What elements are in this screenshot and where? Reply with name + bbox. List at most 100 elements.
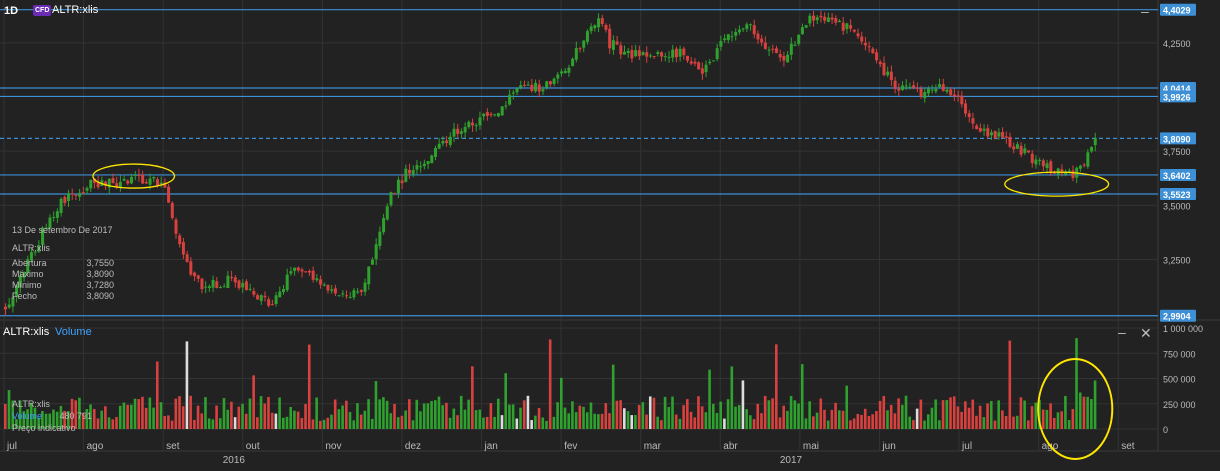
volume-bar <box>130 404 133 429</box>
month-tick-label: mar <box>644 441 662 452</box>
candle-body <box>563 70 567 74</box>
candle-body <box>600 18 604 25</box>
volume-bar <box>852 418 856 429</box>
volume-bar <box>137 399 141 429</box>
month-tick-label: ago <box>87 441 104 452</box>
candle-body <box>637 50 641 57</box>
price-panel-minimize-icon[interactable]: – <box>1141 3 1149 19</box>
candle-body <box>956 95 960 97</box>
candle-body <box>1045 163 1049 169</box>
volume-bar <box>304 403 307 429</box>
volume-bar <box>1004 416 1008 429</box>
volume-info-row: Volume 480 791 <box>12 410 92 422</box>
volume-bar <box>15 419 18 429</box>
volume-info-value: 480 791 <box>59 411 92 421</box>
volume-bar <box>674 414 678 429</box>
candle-body <box>378 231 382 246</box>
candle-body <box>1082 164 1086 166</box>
volume-bar <box>385 400 389 429</box>
candle-body <box>982 128 986 131</box>
volume-bar <box>1015 415 1019 429</box>
candle-body <box>137 174 141 176</box>
candle-body <box>252 291 256 295</box>
candle-body <box>938 84 942 88</box>
candle-body <box>352 290 356 298</box>
candle-body <box>912 85 916 88</box>
month-tick-label: dez <box>405 441 421 452</box>
candle-body <box>204 286 208 288</box>
volume-bar <box>860 414 863 429</box>
volume-bar <box>949 397 952 429</box>
volume-panel-minimize-icon[interactable]: – <box>1118 324 1126 340</box>
volume-bar <box>749 415 752 429</box>
candle-body <box>48 217 52 228</box>
candle-body <box>122 179 126 181</box>
volume-bar <box>489 403 493 429</box>
volume-bar <box>767 400 771 429</box>
volume-bar <box>730 366 734 429</box>
candle-body <box>1012 146 1016 150</box>
volume-bar <box>534 415 537 429</box>
volume-bar <box>745 409 748 429</box>
volume-bar <box>411 420 415 429</box>
volume-panel-title[interactable]: Volume <box>55 326 92 338</box>
candle-body <box>504 105 508 107</box>
candle-body <box>259 295 263 301</box>
volume-bar <box>678 418 682 429</box>
volume-bar <box>322 419 326 429</box>
candle-body <box>838 20 841 23</box>
candle-body <box>1008 136 1012 147</box>
volume-bar <box>367 399 370 429</box>
candle-body <box>930 89 934 91</box>
candle-body <box>370 259 374 265</box>
timeframe-label[interactable]: 1D <box>4 5 19 17</box>
volume-bar <box>230 401 233 429</box>
volume-panel-close-icon[interactable]: ✕ <box>1140 325 1152 341</box>
volume-bar <box>282 417 285 429</box>
candle-body <box>126 180 130 184</box>
volume-bar <box>500 415 504 429</box>
volume-bar <box>29 402 33 429</box>
volume-bar <box>315 397 318 429</box>
candle-body <box>522 84 526 86</box>
volume-bar <box>515 418 519 429</box>
axes[interactable]: jul ago set out nov dez jan fev mar abr mai jun jul a… <box>6 3 1203 466</box>
volume-bar <box>578 405 582 429</box>
candle-body <box>18 275 22 288</box>
candle-body <box>945 89 949 92</box>
volume-bar <box>952 396 956 429</box>
volume-bar <box>522 400 526 429</box>
month-tick-label: jun <box>881 441 895 452</box>
volume-bar <box>1056 412 1060 429</box>
volume-bar <box>107 417 111 429</box>
volume-bar <box>1060 411 1063 429</box>
volume-bar <box>122 402 126 429</box>
info-value: 3,8090 <box>86 291 114 301</box>
candle-body <box>163 182 167 188</box>
volume-bar <box>819 398 823 429</box>
symbol-title[interactable]: ALTR:xlis <box>52 4 99 16</box>
volume-bar <box>623 408 626 429</box>
candle-body <box>648 55 652 57</box>
candle-body <box>496 113 500 117</box>
candle-body <box>396 179 400 194</box>
volume-info-symbol: ALTR:xlis <box>12 399 50 409</box>
candle-body <box>408 169 412 174</box>
candle-body <box>660 52 664 57</box>
price-level-label: 4,0414 <box>1163 84 1191 94</box>
volume-bar <box>348 412 352 429</box>
annotations <box>92 163 1114 460</box>
volume-bar <box>218 418 222 429</box>
candle-body <box>493 114 497 116</box>
volume-bar <box>964 401 967 429</box>
volume-bar <box>196 405 200 429</box>
volume-bar <box>104 406 107 429</box>
volume-bar <box>185 341 189 429</box>
candle-body <box>545 81 549 88</box>
volume-bar <box>552 416 556 429</box>
volume-bar <box>645 414 648 429</box>
volume-bar <box>293 410 296 429</box>
volume-bar <box>11 400 15 429</box>
volume-bar <box>978 405 982 429</box>
candle-body <box>319 279 323 285</box>
